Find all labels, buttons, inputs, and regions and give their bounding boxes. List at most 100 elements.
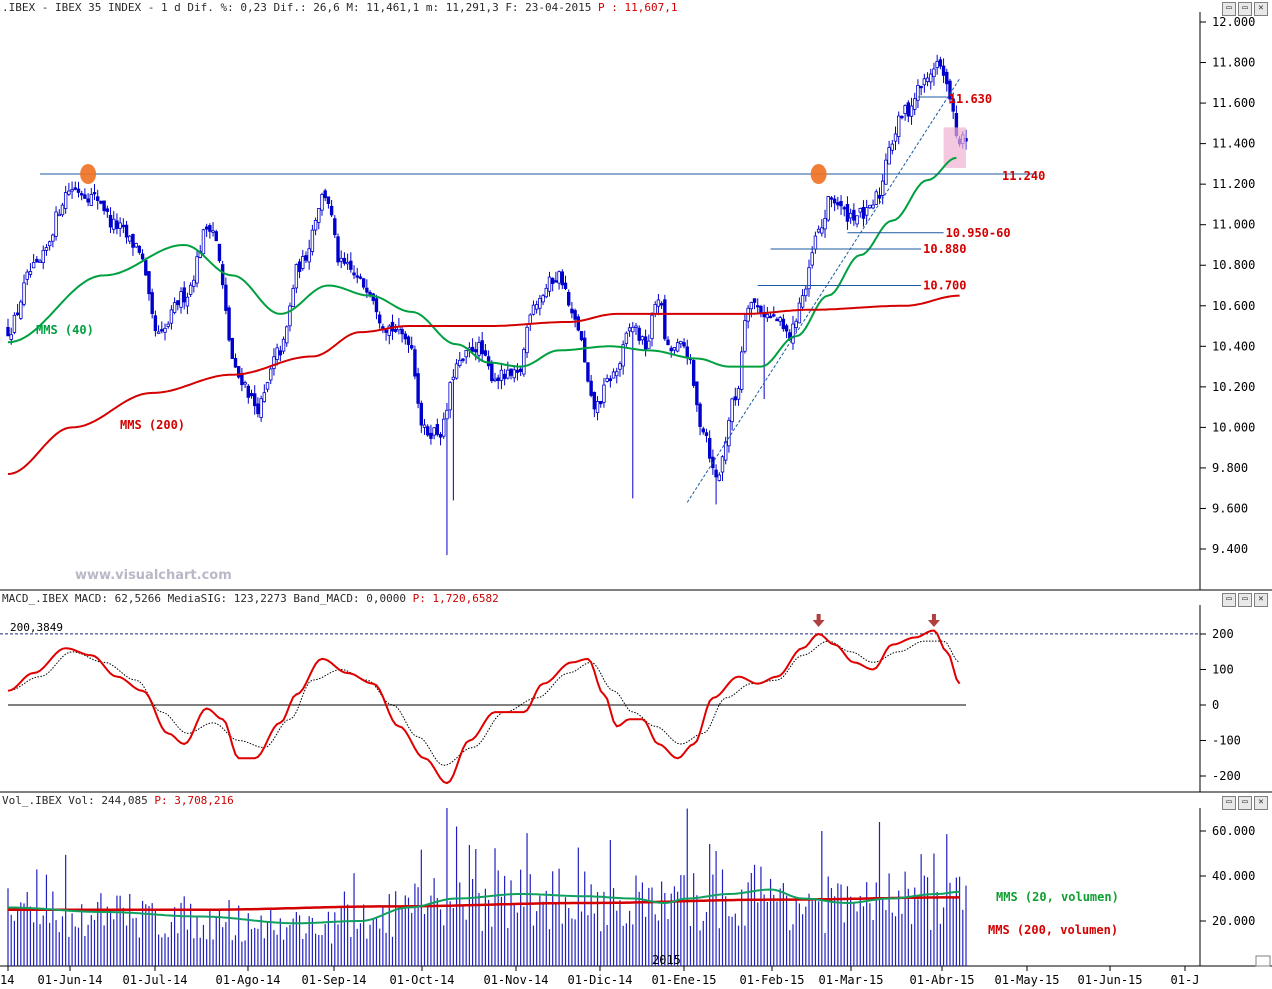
candle-body (701, 428, 705, 433)
candle-body (826, 196, 830, 221)
candle-body (525, 326, 529, 354)
close-icon[interactable]: ✕ (1254, 796, 1268, 810)
candle-body (663, 299, 667, 340)
candle-body (374, 298, 379, 313)
candle-body (358, 276, 363, 279)
candle-body (227, 307, 231, 341)
candle-body (599, 400, 603, 405)
candle-body (41, 249, 45, 264)
candle-body (772, 314, 776, 317)
candle-body (643, 336, 648, 351)
candle-body (778, 317, 782, 322)
candle-body (704, 432, 709, 436)
candle-body (631, 326, 635, 333)
candle-body (541, 295, 545, 303)
maximize-icon[interactable]: ▭ (1238, 796, 1252, 810)
restore-icon[interactable]: ▭ (1222, 2, 1236, 16)
candle-body (124, 224, 129, 238)
candle-body (653, 304, 657, 314)
candle-body (589, 380, 593, 396)
candle-body (361, 278, 366, 288)
time-tick-label: 01-Ene-15 (651, 973, 716, 987)
candle-body (691, 360, 696, 386)
candle-body (310, 229, 315, 252)
candle-body (890, 143, 895, 151)
candle-body (884, 159, 888, 185)
candle-body (567, 292, 571, 306)
candle-body (560, 271, 564, 286)
candle-body (740, 351, 744, 390)
time-tick-label: 01-Jul-14 (122, 973, 187, 987)
candle-body (941, 65, 946, 76)
candle-body (925, 77, 930, 83)
candle-body (73, 187, 77, 190)
maximize-icon[interactable]: ▭ (1238, 593, 1252, 607)
candle-body (57, 213, 61, 217)
candle-body (442, 418, 446, 437)
candle-body (432, 427, 436, 436)
candle-body (304, 255, 308, 261)
candle-body (323, 190, 327, 199)
restore-icon[interactable]: ▭ (1222, 796, 1236, 810)
candle-body (839, 201, 843, 207)
price-tick-label: 10.800 (1212, 258, 1255, 272)
candle-body (583, 337, 587, 363)
restore-icon[interactable]: ▭ (1222, 593, 1236, 607)
price-tick-label: 9.600 (1212, 501, 1248, 515)
candle-body (605, 378, 609, 382)
candle-body (12, 314, 17, 333)
candle-body (403, 333, 407, 340)
candle-body (515, 369, 520, 373)
candle-body (848, 212, 853, 219)
candle-body (54, 211, 58, 237)
candle-body (47, 241, 52, 247)
candle-body (887, 147, 891, 165)
candle-body (451, 376, 456, 381)
candle-body (288, 305, 292, 327)
candle-body (329, 205, 334, 216)
maximize-icon[interactable]: ▭ (1238, 2, 1252, 16)
candle-body (768, 315, 773, 319)
macd-signal-line (7, 640, 960, 766)
candle-body (275, 347, 279, 360)
candle-body (320, 194, 324, 211)
candle-body (749, 302, 754, 310)
year-label: 2015 (652, 953, 681, 967)
candle-body (948, 80, 952, 100)
candle-body (813, 235, 818, 250)
candle-body (717, 474, 721, 481)
down-arrow-icon (927, 614, 940, 627)
zoom-toggle-icon[interactable] (1255, 955, 1271, 967)
candle-body (707, 437, 712, 459)
candle-body (60, 204, 65, 216)
price-tick-label: 11.400 (1212, 137, 1255, 151)
candle-body (297, 261, 302, 272)
candle-body (877, 194, 882, 199)
volume-mms200-label: MMS (200, volumen) (988, 923, 1118, 937)
candle-body (406, 336, 411, 345)
candle-body (486, 356, 491, 367)
candle-body (76, 188, 81, 193)
candle-body (800, 295, 805, 308)
candle-body (28, 271, 33, 275)
candle-body (326, 196, 331, 204)
mms40-line (7, 156, 957, 368)
candle-body (855, 215, 859, 225)
candle-body (253, 393, 257, 407)
volume-tick-label: 20.000 (1212, 914, 1255, 928)
candle-body (576, 316, 581, 331)
candle-body (413, 349, 417, 377)
candle-body (647, 340, 651, 349)
candle-body (627, 327, 632, 332)
candle-body (169, 309, 174, 324)
candle-body (458, 359, 462, 366)
close-icon[interactable]: ✕ (1254, 2, 1268, 16)
candle-body (461, 358, 465, 361)
candle-body (496, 377, 500, 382)
close-icon[interactable]: ✕ (1254, 593, 1268, 607)
candle-body (384, 329, 388, 333)
candle-body (355, 275, 359, 278)
price-tick-label: 10.000 (1212, 420, 1255, 434)
candle-body (720, 456, 725, 473)
